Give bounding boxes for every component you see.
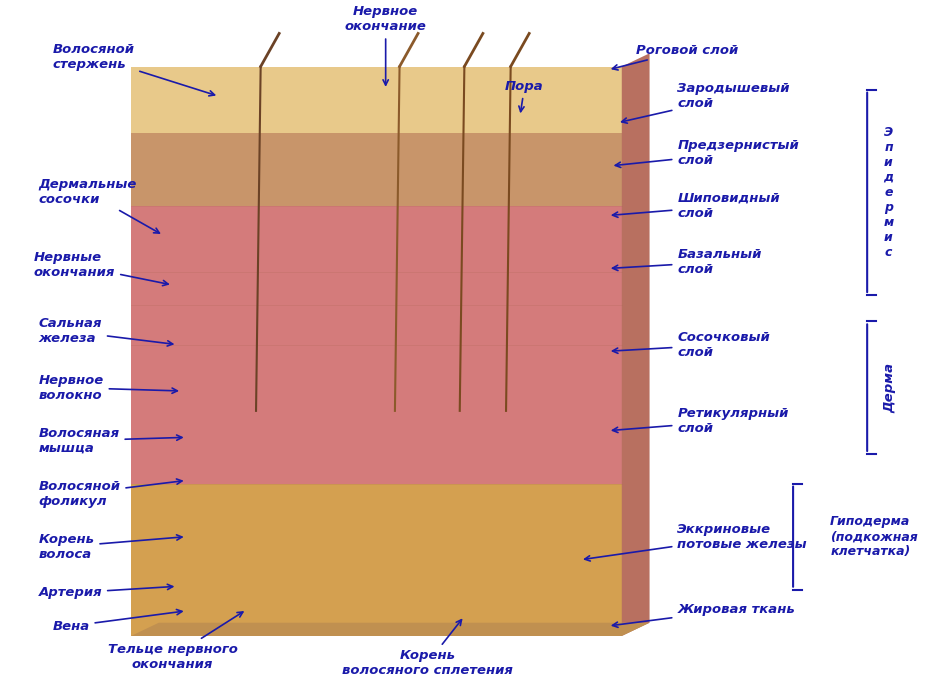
Text: Дерма: Дерма <box>884 363 897 412</box>
Text: Нервное
окончание: Нервное окончание <box>345 5 427 85</box>
Text: Нервные
окончания: Нервные окончания <box>34 251 168 286</box>
Text: Волосяная
мышца: Волосяная мышца <box>39 427 182 455</box>
Text: Эккриновые
потовые железы: Эккриновые потовые железы <box>585 523 807 561</box>
Text: Сосочковый
слой: Сосочковый слой <box>613 330 770 358</box>
Text: Жировая ткань: Жировая ткань <box>613 603 795 627</box>
Text: Дермальные
сосочки: Дермальные сосочки <box>39 179 160 233</box>
Text: Предзернистый
слой: Предзернистый слой <box>616 139 799 168</box>
Text: Корень
волосяного сплетения: Корень волосяного сплетения <box>342 620 513 677</box>
Polygon shape <box>131 206 621 484</box>
Text: Артерия: Артерия <box>39 584 173 599</box>
Text: Волосяной
стержень: Волосяной стержень <box>53 42 214 96</box>
Text: Базальный
слой: Базальный слой <box>613 248 761 276</box>
Text: Зародышевый
слой: Зародышевый слой <box>621 82 790 123</box>
Polygon shape <box>131 622 650 636</box>
Text: Гиподерма
(подкожная
клетчатка): Гиподерма (подкожная клетчатка) <box>830 515 917 558</box>
Text: Шиповидный
слой: Шиповидный слой <box>613 192 780 220</box>
Text: Сальная
железа: Сальная железа <box>39 317 173 346</box>
Polygon shape <box>621 53 650 636</box>
Polygon shape <box>131 66 621 133</box>
Text: Волосяной
фоликул: Волосяной фоликул <box>39 479 182 508</box>
Polygon shape <box>131 100 621 206</box>
Text: Пора: Пора <box>505 80 544 111</box>
Polygon shape <box>131 484 621 636</box>
Text: Тельце нервного
окончания: Тельце нервного окончания <box>108 612 243 670</box>
Text: Нервное
волокно: Нервное волокно <box>39 373 178 402</box>
Text: Корень
волоса: Корень волоса <box>39 533 182 561</box>
Text: Вена: Вена <box>53 609 182 633</box>
Text: Ретикулярный
слой: Ретикулярный слой <box>613 407 789 435</box>
Text: Роговой слой: Роговой слой <box>612 44 738 70</box>
Text: Э
п
и
д
е
р
м
и
с: Э п и д е р м и с <box>884 126 894 259</box>
